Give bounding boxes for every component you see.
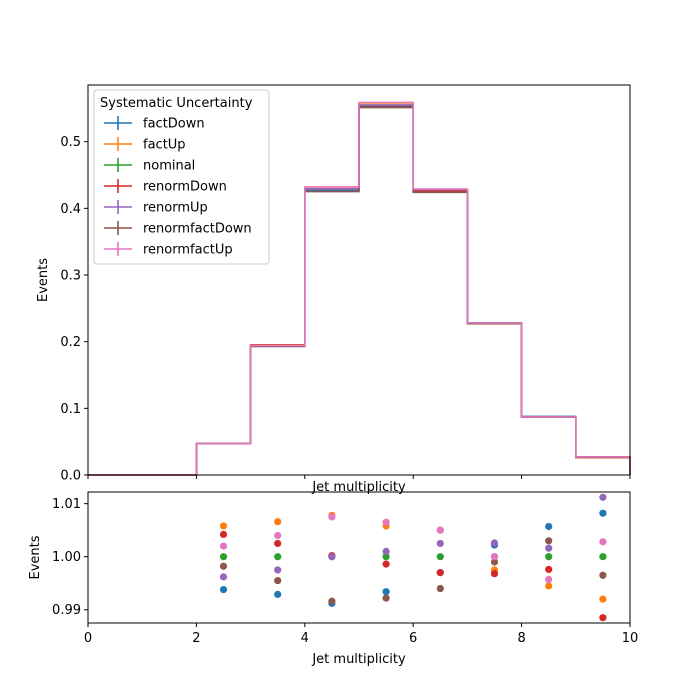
ratio-point-renormfactUp <box>490 553 499 561</box>
main-y-tick-label: 0.1 <box>60 402 81 417</box>
legend-label-renormfactUp: renormfactUp <box>143 243 233 258</box>
legend-entry-renormDown: renormDown <box>104 179 227 195</box>
ratio-point-renormUp <box>545 544 553 552</box>
ratio-point-renormDown <box>274 539 282 548</box>
legend-entry-renormfactDown: renormfactDown <box>104 221 252 237</box>
ratio-point-renormDown <box>490 570 499 578</box>
legend-label-renormDown: renormDown <box>143 180 227 195</box>
main-x-ticks <box>87 475 631 479</box>
ratio-y-tick-label: 1.01 <box>52 497 81 512</box>
ratio-point-factUp <box>274 518 282 526</box>
ratio-point-nominal <box>274 553 282 561</box>
ratio-point-renormUp <box>219 573 228 581</box>
ratio-point-renormDown <box>219 530 228 539</box>
legend-entries: factDown factUp nominal renormDown renormUp r… <box>104 116 252 258</box>
main-y-tick-label: 0.4 <box>60 202 81 217</box>
ratio-y-tick-label: 1.00 <box>52 550 81 565</box>
ratio-point-renormUp <box>328 553 336 561</box>
ratio-x-tick-label: 2 <box>192 631 200 646</box>
ratio-point-renormDown <box>382 560 390 568</box>
ratio-point-renormfactDown <box>274 576 282 585</box>
legend-label-factDown: factDown <box>143 117 205 132</box>
main-y-tick-label: 0.0 <box>60 469 81 484</box>
ratio-point-renormUp <box>599 493 607 501</box>
ratio-y-ticks: 0.99 1.00 1.01 <box>52 497 88 618</box>
ratio-x-tick-label: 4 <box>301 631 309 646</box>
ratio-point-factUp <box>545 582 553 590</box>
ratio-point-renormfactDown <box>599 571 607 579</box>
ratio-panel: 0.99 1.00 1.01 0 2 4 6 8 10 Jet multiplicity Ev… <box>28 491 638 667</box>
main-y-tick-label: 0.3 <box>60 269 81 284</box>
ratio-x-tick-label: 6 <box>409 631 417 646</box>
ratio-point-factDown <box>545 522 553 531</box>
ratio-point-factDown <box>599 509 607 517</box>
ratio-series-points <box>219 493 607 622</box>
main-axes-frame <box>87 84 631 476</box>
ratio-point-renormUp <box>274 566 282 574</box>
ratio-point-renormDown <box>599 614 607 622</box>
main-x-axis-label: Jet multiplicity <box>311 480 406 495</box>
legend-label-renormfactDown: renormfactDown <box>143 222 252 237</box>
main-y-ticks: 0.0 0.1 0.2 0.3 0.4 0.5 <box>60 135 88 484</box>
main-y-axis-label: Events <box>36 258 51 302</box>
legend-title: Systematic Uncertainty <box>100 96 253 111</box>
ratio-point-renormDown <box>545 565 553 574</box>
ratio-point-factDown <box>219 585 228 594</box>
ratio-point-renormUp <box>436 539 444 548</box>
ratio-point-factUp <box>219 522 228 530</box>
main-panel: 0.0 0.1 0.2 0.3 0.4 0.5 Jet multiplicity Even… <box>36 84 631 495</box>
ratio-point-nominal <box>599 553 607 561</box>
ratio-point-renormfactDown <box>219 562 228 570</box>
main-y-tick-label: 0.5 <box>60 135 81 150</box>
ratio-point-renormfactDown <box>382 594 390 602</box>
ratio-point-renormfactDown <box>436 584 444 593</box>
main-series-lines <box>88 101 631 476</box>
ratio-point-nominal <box>545 553 553 561</box>
ratio-point-nominal <box>219 553 228 561</box>
legend-label-factUp: factUp <box>143 138 186 153</box>
legend-label-nominal: nominal <box>143 159 195 174</box>
ratio-x-tick-label: 10 <box>622 631 639 646</box>
ratio-point-renormUp <box>382 547 390 556</box>
ratio-point-renormfactUp <box>599 538 607 546</box>
main-series-line-renormfactUp <box>88 101 631 476</box>
legend-entry-factDown: factDown <box>104 116 205 132</box>
legend-entry-nominal: nominal <box>104 158 195 174</box>
ratio-point-renormUp <box>490 539 499 547</box>
legend-entry-renormUp: renormUp <box>104 200 208 216</box>
ratio-x-tick-label: 0 <box>84 631 92 646</box>
ratio-point-renormfactUp <box>274 531 282 540</box>
ratio-point-factDown <box>274 590 282 598</box>
legend-box <box>93 89 270 265</box>
ratio-point-nominal <box>382 553 390 561</box>
ratio-point-nominal <box>436 553 444 561</box>
ratio-point-renormfactDown <box>545 537 553 545</box>
ratio-point-renormfactDown <box>490 558 499 566</box>
ratio-point-factDown <box>382 588 390 596</box>
legend: Systematic Uncertainty factDown factUp nom… <box>93 89 270 265</box>
legend-entry-renormfactUp: renormfactUp <box>104 242 233 258</box>
ratio-y-axis-label: Events <box>28 535 43 579</box>
legend-entry-factUp: factUp <box>104 137 186 153</box>
ratio-point-renormfactDown <box>328 597 336 605</box>
ratio-x-tick-label: 8 <box>517 631 525 646</box>
ratio-x-ticks: 0 2 4 6 8 10 <box>84 623 638 646</box>
ratio-point-renormfactUp <box>545 575 553 584</box>
ratio-y-tick-label: 0.99 <box>52 603 81 618</box>
main-y-tick-label: 0.2 <box>60 335 81 350</box>
ratio-point-renormfactUp <box>219 542 228 550</box>
ratio-point-renormfactUp <box>436 526 444 534</box>
ratio-x-axis-label: Jet multiplicity <box>311 652 406 667</box>
ratio-point-renormfactUp <box>382 518 390 526</box>
ratio-point-renormDown <box>436 569 444 577</box>
ratio-point-factUp <box>599 595 607 603</box>
legend-label-renormUp: renormUp <box>143 201 208 216</box>
ratio-point-renormfactUp <box>328 513 336 521</box>
ratio-axes-frame <box>87 491 631 624</box>
